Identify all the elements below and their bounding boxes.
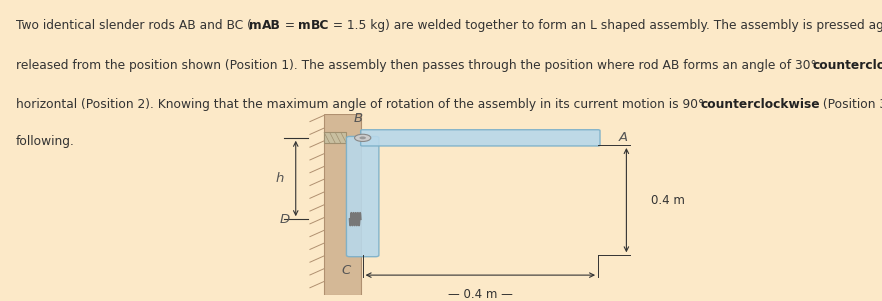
Text: (Position 3), answer the: (Position 3), answer the — [819, 98, 882, 111]
Text: counterclockwise: counterclockwise — [701, 98, 820, 111]
Text: m: m — [250, 19, 262, 32]
Text: released from the position shown (Position 1). The assembly then passes through : released from the position shown (Positi… — [16, 59, 820, 72]
Circle shape — [355, 134, 370, 141]
FancyBboxPatch shape — [325, 132, 347, 143]
Text: h: h — [275, 172, 284, 185]
Text: = 1.5 kg) are welded together to form an L shaped assembly. The assembly is pres: = 1.5 kg) are welded together to form an… — [329, 19, 882, 32]
Text: — 0.4 m —: — 0.4 m — — [448, 288, 512, 301]
Text: following.: following. — [16, 135, 75, 148]
Text: =: = — [280, 19, 298, 32]
Text: B: B — [354, 112, 363, 125]
Text: C: C — [341, 264, 350, 277]
Text: BC: BC — [310, 19, 329, 32]
Text: A: A — [618, 131, 627, 144]
Text: counterclockwise: counterclockwise — [812, 59, 882, 72]
FancyBboxPatch shape — [361, 130, 600, 146]
Text: horizontal (Position 2). Knowing that the maximum angle of rotation of the assem: horizontal (Position 2). Knowing that th… — [16, 98, 707, 111]
Text: 0.4 m: 0.4 m — [651, 194, 684, 207]
Text: m: m — [298, 19, 310, 32]
Text: D: D — [280, 213, 290, 226]
Text: Two identical slender rods AB and BC (: Two identical slender rods AB and BC ( — [16, 19, 251, 32]
Bar — [325, 114, 361, 295]
Text: AB: AB — [262, 19, 280, 32]
Circle shape — [360, 136, 366, 139]
FancyBboxPatch shape — [347, 136, 379, 257]
